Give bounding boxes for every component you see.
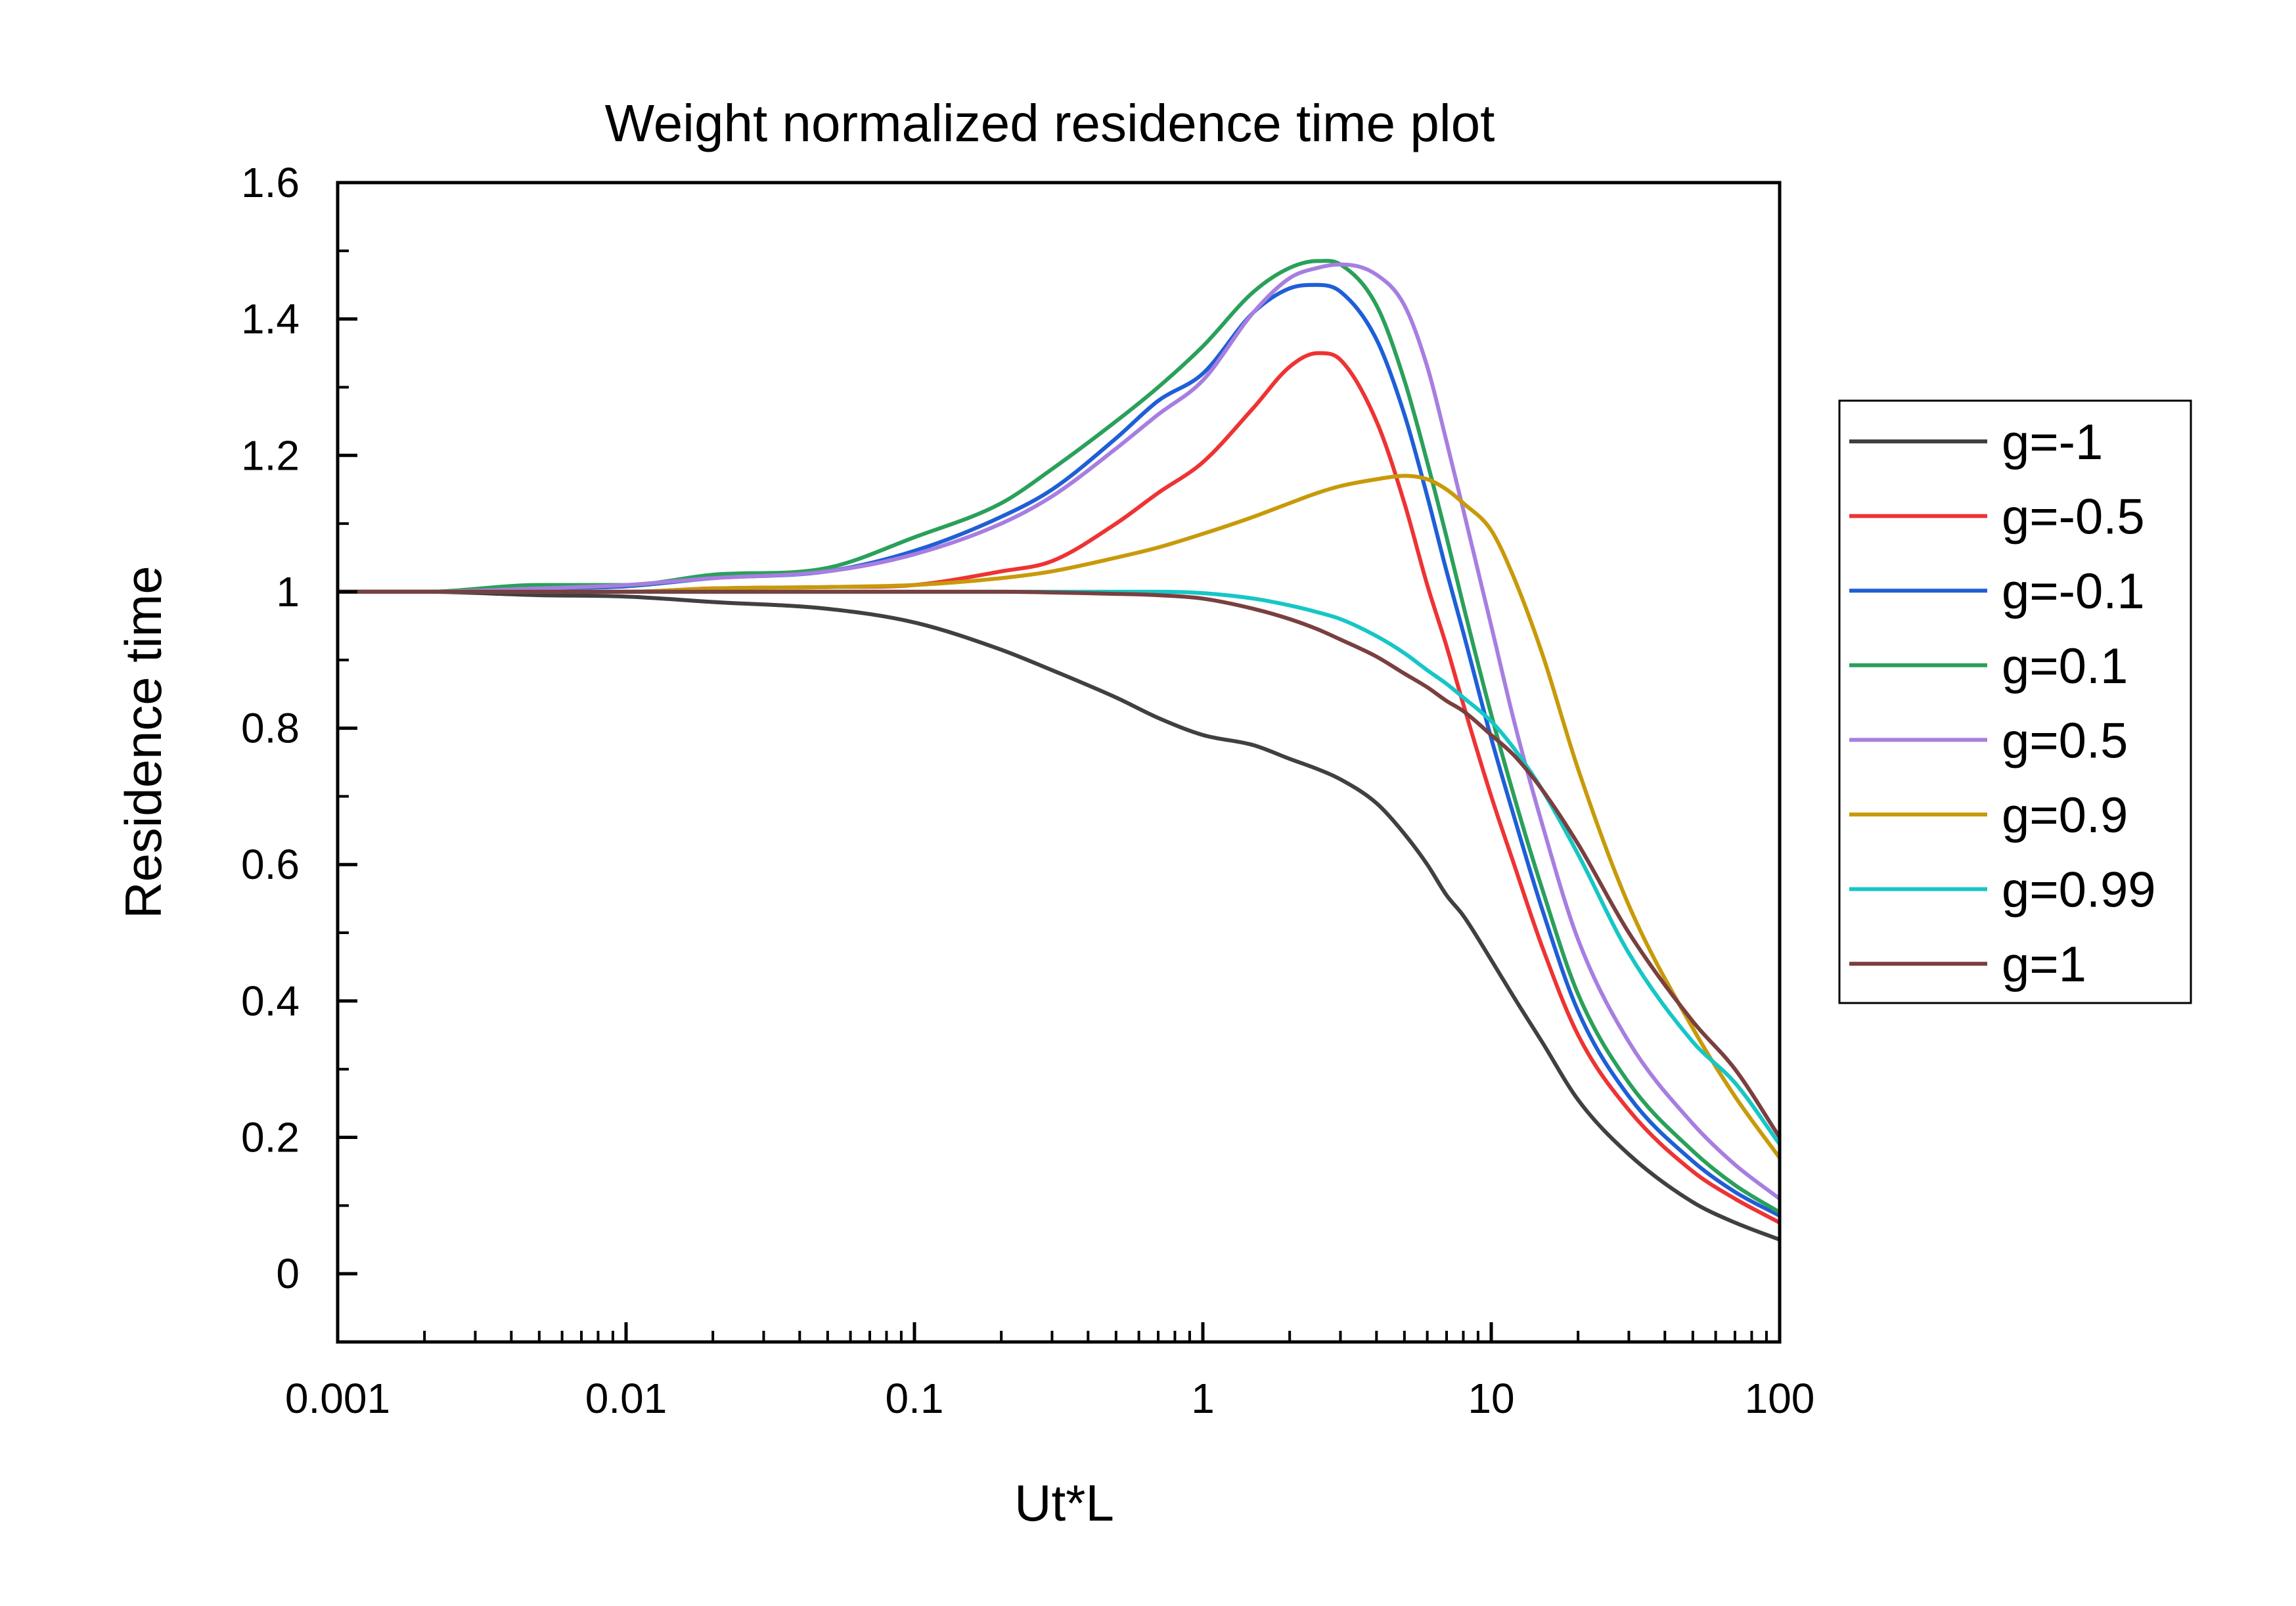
x-tick-label: 10 [1468,1375,1514,1422]
y-tick-label: 0.6 [241,841,300,888]
x-tick-label: 1 [1191,1375,1215,1422]
legend-label-1: g=-0.5 [2002,489,2145,545]
legend-label-4: g=0.5 [2002,713,2128,769]
series-line-4 [338,262,1781,1201]
legend-label-5: g=0.9 [2002,788,2128,843]
chart-title: Weight normalized residence time plot [605,94,1495,152]
y-tick-label: 1.6 [241,159,300,206]
series-line-0 [338,589,1781,1242]
x-tick-label: 0.001 [285,1375,390,1422]
y-tick-label: 1 [276,568,300,615]
legend-label-3: g=0.1 [2002,638,2128,694]
legend: g=-1 g=-0.5 g=-0.1 g=0.1 g=0.5 g=0.9 g=0.99 g=1 [1838,399,2192,1004]
legend-label-6: g=0.99 [2002,862,2156,918]
y-axis-title: Residence time [114,566,172,919]
x-axis-ticks: 0.001 0.01 0.1 1 10 100 [285,1322,1814,1422]
x-axis-title: Ut*L [1014,1474,1114,1532]
series-line-5 [338,474,1782,1159]
x-tick-label: 100 [1745,1375,1815,1422]
y-tick-label: 1.2 [241,432,300,479]
legend-box [1838,399,2192,1004]
y-axis-ticks: 0 0.2 0.4 0.6 0.8 1 1.2 1.4 1.6 [241,159,357,1343]
x-tick-label: 0.1 [886,1375,944,1422]
legend-label-7: g=1 [2002,937,2086,993]
legend-label-2: g=-0.1 [2002,564,2145,619]
y-tick-label: 0.2 [241,1114,300,1161]
series-line-7 [338,589,1782,1139]
y-tick-label: 1.4 [241,296,300,343]
y-tick-label: 0.4 [241,977,300,1025]
x-tick-label: 0.01 [585,1375,667,1422]
y-tick-label: 0 [276,1250,300,1297]
y-tick-label: 0.8 [241,705,300,752]
legend-label-0: g=-1 [2002,414,2103,470]
series-line-3 [338,259,1781,1215]
plot-lines [338,259,1782,1242]
plot-frame [336,181,1782,1344]
